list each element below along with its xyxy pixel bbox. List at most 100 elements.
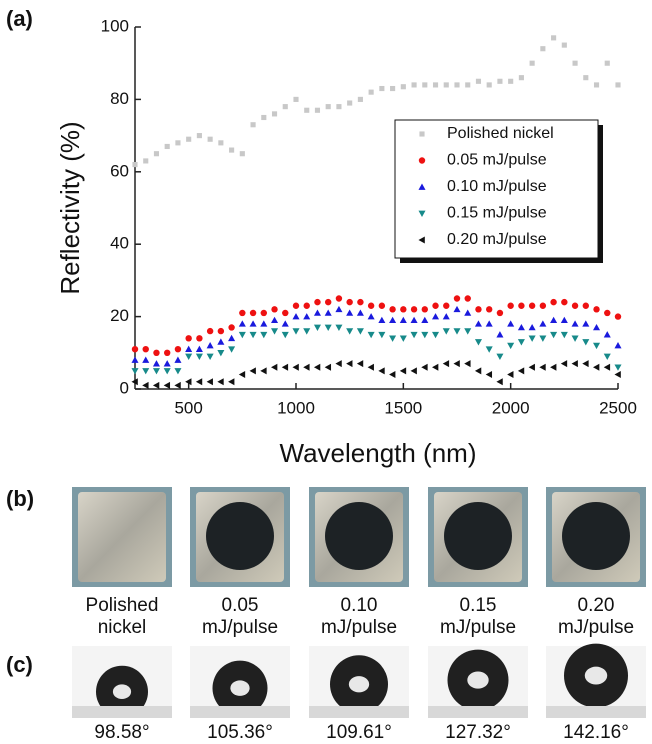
data-point: [368, 89, 374, 95]
data-point: [335, 360, 342, 368]
data-point: [163, 360, 171, 367]
data-point: [571, 320, 579, 327]
data-point: [357, 298, 364, 306]
y-tick-label: 80: [110, 89, 129, 108]
data-point: [249, 309, 257, 317]
y-tick-label: 60: [110, 161, 129, 180]
data-point: [560, 316, 568, 324]
data-point: [432, 313, 440, 320]
data-point: [539, 335, 547, 342]
data-point: [260, 331, 268, 339]
data-point: [314, 298, 321, 306]
data-point: [475, 306, 482, 313]
data-point: [614, 313, 622, 320]
sample-label: mJ/pulse: [558, 617, 634, 638]
data-point: [281, 363, 289, 371]
panel-label: (b): [6, 486, 34, 511]
data-point: [271, 328, 279, 335]
droplet-highlight: [348, 676, 370, 693]
legend-marker: [418, 236, 425, 244]
data-point: [528, 335, 536, 342]
y-tick-label: 40: [110, 234, 129, 253]
data-point: [485, 320, 493, 327]
data-point: [195, 345, 203, 352]
data-point: [378, 367, 385, 375]
data-point: [153, 349, 160, 356]
data-point: [507, 302, 514, 309]
legend-box: [394, 119, 599, 259]
x-tick-label: 500: [174, 398, 202, 417]
data-point: [335, 324, 343, 331]
data-point: [174, 381, 181, 389]
data-point: [228, 378, 235, 386]
contact-angle: 127.32°: [445, 722, 511, 743]
data-point: [195, 378, 203, 386]
data-point: [539, 302, 547, 309]
data-point: [517, 367, 525, 375]
data-point: [389, 316, 397, 324]
droplet-mask: [428, 706, 528, 718]
data-point: [347, 100, 353, 106]
data-point: [185, 345, 193, 352]
y-tick-label: 20: [110, 306, 129, 325]
data-point: [465, 82, 471, 88]
data-point: [399, 316, 407, 324]
data-point: [367, 302, 375, 309]
data-point: [410, 367, 417, 375]
data-point: [356, 328, 364, 335]
data-point: [325, 104, 331, 110]
data-point: [271, 363, 278, 371]
droplet-mask: [309, 706, 409, 718]
data-point: [206, 378, 213, 386]
data-point: [174, 356, 182, 363]
data-point: [196, 335, 203, 342]
data-point: [582, 339, 590, 346]
legend-marker: [418, 210, 426, 218]
data-point: [571, 302, 579, 309]
data-point: [185, 335, 192, 342]
data-point: [550, 363, 557, 371]
data-point: [582, 302, 589, 309]
data-point: [324, 309, 332, 316]
data-point: [217, 378, 224, 386]
data-point: [132, 162, 138, 168]
data-point: [163, 381, 171, 389]
data-point: [517, 323, 525, 331]
data-point: [142, 345, 149, 353]
data-point: [282, 104, 288, 110]
data-point: [346, 298, 353, 306]
y-tick-label: 0: [120, 378, 129, 397]
legend-label: 0.15 mJ/pulse: [447, 205, 547, 222]
data-point: [442, 360, 450, 368]
data-point: [238, 320, 246, 327]
data-point: [261, 114, 267, 121]
data-point: [389, 371, 396, 379]
data-point: [131, 368, 139, 375]
data-point: [206, 327, 214, 335]
data-point: [550, 331, 558, 339]
data-point: [583, 75, 589, 81]
data-point: [507, 342, 515, 350]
data-point: [593, 342, 601, 350]
data-point: [528, 302, 536, 309]
data-point: [164, 349, 171, 356]
data-point: [571, 360, 578, 368]
data-point: [593, 306, 600, 313]
data-point: [142, 368, 150, 375]
data-point: [432, 331, 440, 339]
data-point: [560, 360, 568, 368]
data-point: [474, 339, 482, 346]
x-axis-title: Wavelength (nm): [280, 438, 477, 468]
data-point: [303, 363, 310, 371]
x-tick-label: 1000: [277, 398, 315, 417]
data-point: [539, 320, 547, 327]
data-point: [325, 298, 332, 306]
data-point: [282, 309, 289, 317]
data-point: [163, 368, 171, 375]
data-point: [560, 331, 568, 339]
data-point: [293, 96, 299, 102]
data-point: [250, 122, 256, 128]
data-point: [551, 35, 557, 41]
data-point: [131, 378, 138, 386]
data-point: [410, 306, 418, 313]
